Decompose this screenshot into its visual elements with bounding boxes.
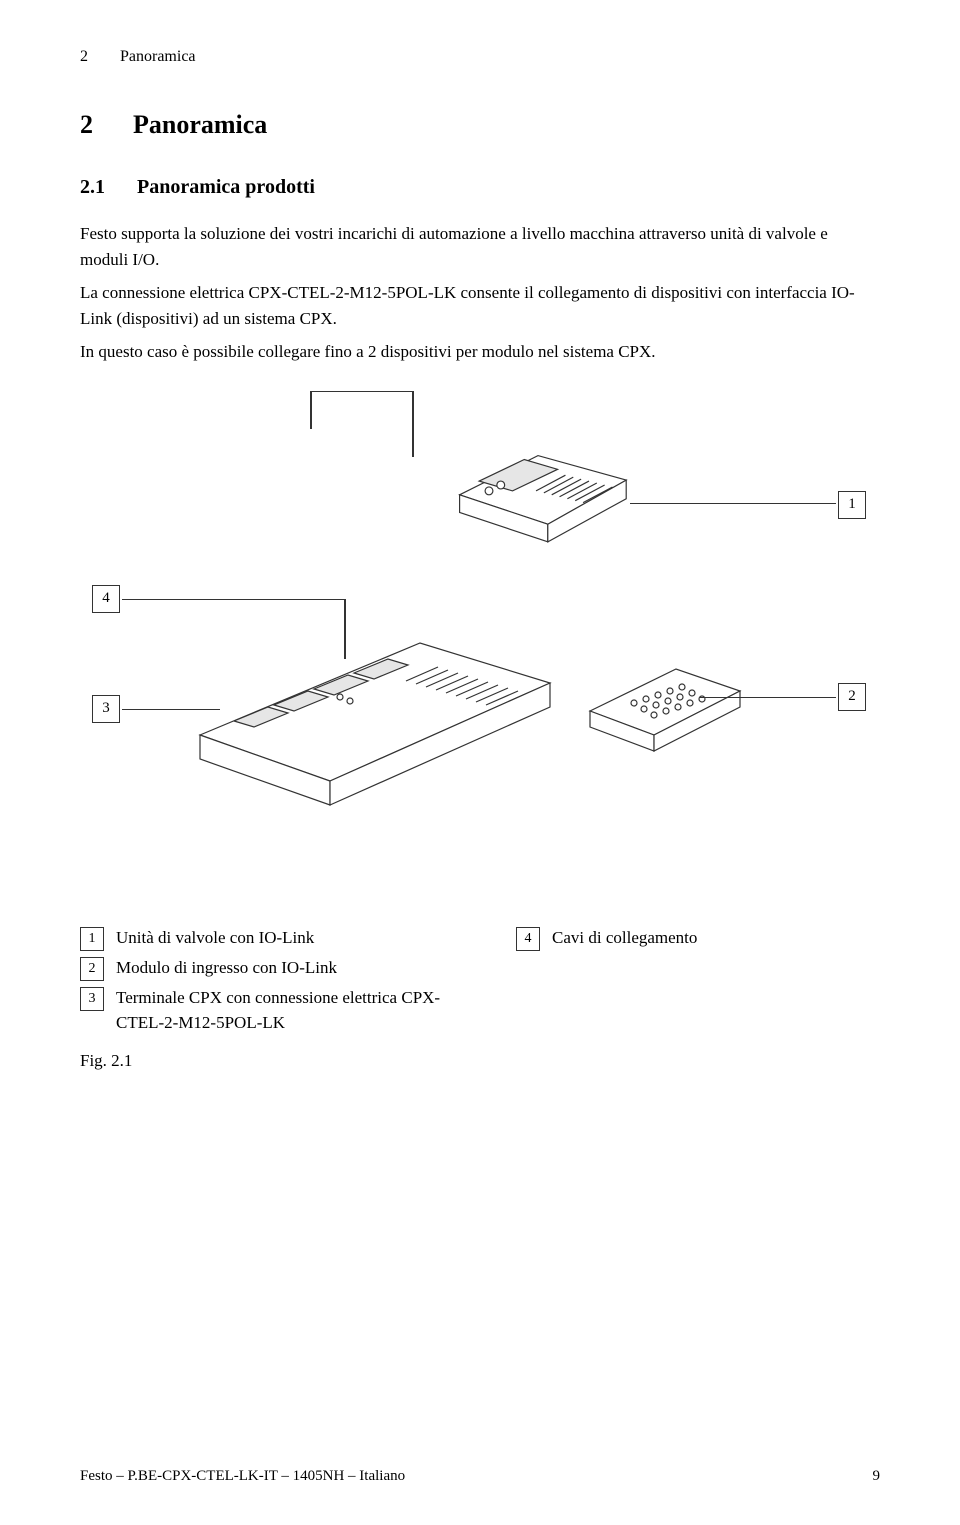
legend-text: Terminale CPX con connessione elettrica … [116,985,476,1036]
leader-line [310,391,312,429]
device-io-module [580,655,750,755]
legend-num-box: 1 [80,927,104,951]
figure-diagram: 1 4 3 2 [80,385,880,865]
body-paragraph: In questo caso è possibile collegare fin… [80,339,880,365]
running-head: 2 Panoramica [80,48,880,66]
footer-left: Festo – P.BE-CPX-CTEL-LK-IT – 1405NH – I… [80,1468,405,1485]
leader-line [122,599,344,601]
section-num: 2.1 [80,176,105,199]
legend-right-column: 4 Cavi di collegamento [516,925,697,1074]
legend-item: 4 Cavi di collegamento [516,925,697,951]
device-cpx-terminal [190,631,560,811]
running-head-title: Panoramica [120,48,196,66]
legend-num-box: 2 [80,957,104,981]
figure-legend: 1 Unità di valvole con IO-Link 2 Modulo … [80,925,880,1074]
chapter-num: 2 [80,110,93,140]
figure-caption: Fig. 2.1 [80,1048,476,1074]
leader-line [412,391,414,457]
legend-left-column: 1 Unità di valvole con IO-Link 2 Modulo … [80,925,476,1074]
device-valve-unit [440,425,636,545]
legend-num-box: 4 [516,927,540,951]
legend-item: 2 Modulo di ingresso con IO-Link [80,955,476,981]
callout-box: 4 [92,585,120,613]
callout-box: 3 [92,695,120,723]
running-head-num: 2 [80,48,88,66]
leader-line [122,709,220,711]
footer-page-number: 9 [873,1468,881,1485]
leader-line [630,503,836,505]
leader-line [310,391,412,393]
legend-text: Modulo di ingresso con IO-Link [116,955,337,981]
body-paragraph: Festo supporta la soluzione dei vostri i… [80,221,880,272]
leader-line [344,599,346,659]
section-heading: 2.1 Panoramica prodotti [80,176,880,199]
legend-num-box: 3 [80,987,104,1011]
callout-box: 2 [838,683,866,711]
legend-text: Unità di valvole con IO-Link [116,925,314,951]
legend-item: 1 Unità di valvole con IO-Link [80,925,476,951]
chapter-heading: 2 Panoramica [80,110,880,140]
body-paragraph: La connessione elettrica CPX-CTEL-2-M12-… [80,280,880,331]
legend-text: Cavi di collegamento [552,925,697,951]
page-footer: Festo – P.BE-CPX-CTEL-LK-IT – 1405NH – I… [80,1468,880,1485]
leader-line [700,697,836,699]
section-title: Panoramica prodotti [137,176,315,199]
chapter-title: Panoramica [133,110,267,140]
legend-item: 3 Terminale CPX con connessione elettric… [80,985,476,1036]
callout-box: 1 [838,491,866,519]
